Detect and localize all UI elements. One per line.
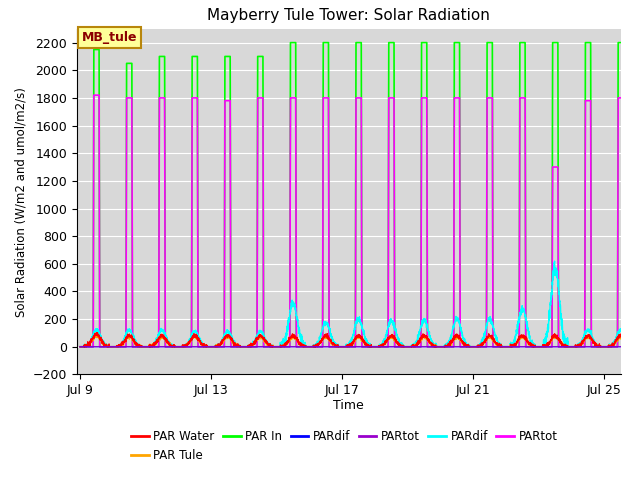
X-axis label: Time: Time	[333, 398, 364, 411]
Y-axis label: Solar Radiation (W/m2 and umol/m2/s): Solar Radiation (W/m2 and umol/m2/s)	[14, 87, 27, 316]
Text: MB_tule: MB_tule	[82, 31, 137, 44]
Legend: PAR Water, PAR Tule, PAR In, PARdif, PARtot, PARdif, PARtot: PAR Water, PAR Tule, PAR In, PARdif, PAR…	[126, 425, 563, 467]
Title: Mayberry Tule Tower: Solar Radiation: Mayberry Tule Tower: Solar Radiation	[207, 9, 490, 24]
